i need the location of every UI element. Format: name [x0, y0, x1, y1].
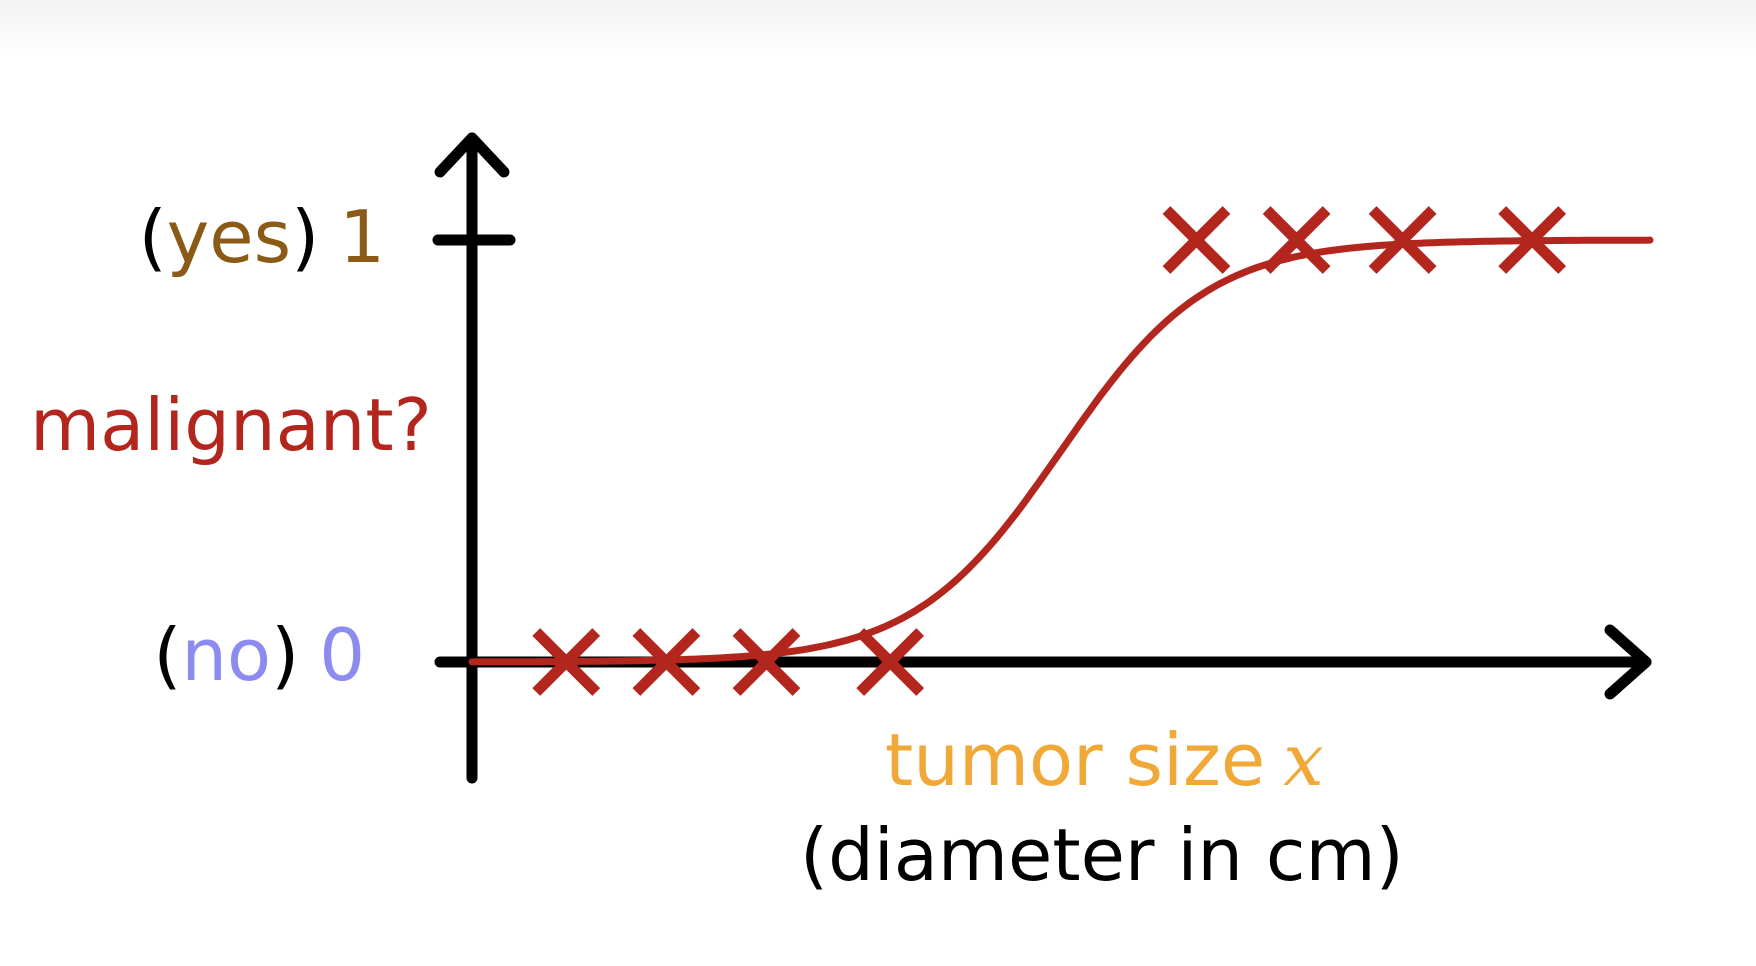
x-marker-stroke-2 [1162, 206, 1231, 274]
data-point-1 [532, 628, 601, 696]
x-marker-stroke-2 [632, 628, 701, 696]
paren-close: ) [271, 613, 299, 697]
paren-open: ( [139, 195, 167, 279]
x-marker-stroke-2 [532, 628, 601, 696]
paren-close: ) [291, 195, 319, 279]
x-marker-stroke-2 [732, 628, 801, 696]
y-tick-label-yes: (yes) 1 [139, 195, 385, 279]
yes-word: yes [167, 195, 291, 279]
x-marker-stroke-2 [1498, 206, 1567, 274]
data-point-2 [632, 628, 701, 696]
data-points [532, 206, 1567, 696]
paren-open: ( [153, 613, 181, 697]
data-point-3 [732, 628, 801, 696]
sigmoid-curve [468, 236, 1654, 666]
data-point-6 [1262, 206, 1331, 274]
x-axis-arrowhead [1604, 624, 1652, 700]
data-point-4 [856, 628, 925, 696]
data-point-8 [1498, 206, 1567, 274]
y-axis-arrowhead [434, 132, 510, 178]
data-point-7 [1368, 206, 1437, 274]
x-title-text: tumor size [885, 718, 1265, 802]
y-tick-label-no: (no) 0 [153, 613, 365, 697]
no-number: 0 [319, 613, 365, 697]
data-point-5 [1162, 206, 1231, 274]
x-variable: x [1283, 718, 1324, 802]
yes-number: 1 [339, 195, 385, 279]
y-axis-title: malignant? [30, 383, 432, 467]
x-axis-subtitle: (diameter in cm) [800, 813, 1404, 897]
x-marker-stroke-2 [1262, 206, 1331, 274]
no-word: no [181, 613, 271, 697]
x-marker-stroke-2 [1368, 206, 1437, 274]
x-axis-title: tumor size x [885, 718, 1324, 802]
x-marker-stroke-2 [856, 628, 925, 696]
